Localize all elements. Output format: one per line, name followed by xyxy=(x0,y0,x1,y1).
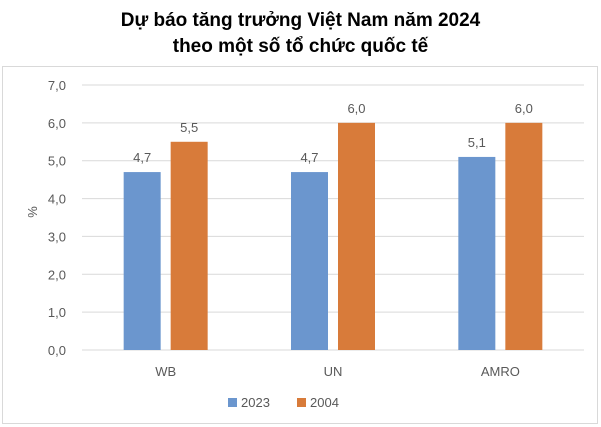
data-label: 4,7 xyxy=(300,150,318,165)
y-tick-label: 0,0 xyxy=(48,343,66,358)
legend-swatch xyxy=(228,398,237,407)
legend: 2023 2004 xyxy=(228,395,339,410)
data-label: 5,5 xyxy=(180,120,198,135)
bar xyxy=(505,122,543,350)
y-axis-ticks: 0,0 1,0 2,0 3,0 4,0 5,0 6,0 7,0 xyxy=(48,78,66,358)
bar xyxy=(338,122,375,350)
x-tick-label: WB xyxy=(155,364,176,379)
y-tick-label: 6,0 xyxy=(48,116,66,131)
chart-title-line-2: theo một số tổ chức quốc tế xyxy=(172,36,429,57)
x-tick-label: AMRO xyxy=(481,364,520,379)
y-tick-label: 4,0 xyxy=(48,192,66,207)
y-tick-label: 5,0 xyxy=(48,154,66,169)
data-label: 6,0 xyxy=(515,101,533,116)
bars xyxy=(123,122,543,350)
y-tick-label: 7,0 xyxy=(48,78,66,93)
chart-title-line-1: Dự báo tăng trưởng Việt Nam năm 2024 xyxy=(120,10,481,31)
y-axis-label: % xyxy=(25,206,40,218)
y-tick-label: 3,0 xyxy=(48,229,66,244)
x-axis-ticks: WB UN AMRO xyxy=(155,364,520,379)
bar xyxy=(123,172,161,350)
data-label: 4,7 xyxy=(133,150,151,165)
chart-title: Dự báo tăng trưởng Việt Nam năm 2024 the… xyxy=(0,8,601,60)
bar xyxy=(170,141,208,350)
legend-label: 2023 xyxy=(241,395,270,410)
y-tick-label: 2,0 xyxy=(48,267,66,282)
bar xyxy=(291,172,328,350)
data-labels: 4,7 5,5 4,7 6,0 5,1 6,0 xyxy=(133,101,533,165)
legend-label: 2004 xyxy=(310,395,339,410)
y-tick-label: 1,0 xyxy=(48,305,66,320)
gridlines xyxy=(82,84,584,351)
data-label: 6,0 xyxy=(347,101,365,116)
x-tick-label: UN xyxy=(324,364,343,379)
legend-swatch xyxy=(297,398,306,407)
data-label: 5,1 xyxy=(468,135,486,150)
bar xyxy=(458,156,496,350)
